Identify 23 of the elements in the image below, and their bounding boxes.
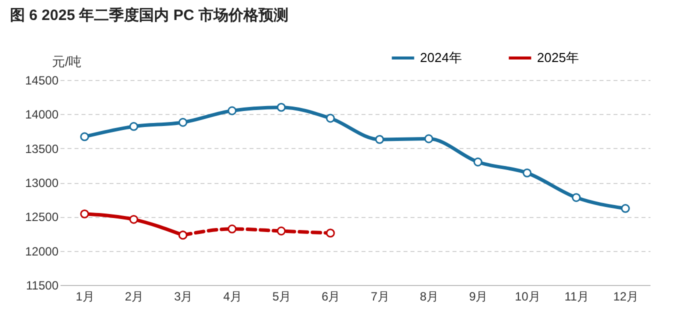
y-tick-label: 11500 [26,278,59,292]
x-tick-label: 3月 [174,290,193,304]
x-tick-label: 9月 [469,290,488,304]
y-tick-label: 13000 [25,176,59,190]
y-tick-label: 12500 [25,210,59,224]
legend-label: 2025年 [537,50,579,65]
x-tick-label: 5月 [272,290,292,304]
y-tick-label: 12000 [25,244,59,258]
x-tick-label: 8月 [420,290,439,304]
x-tick-label: 2月 [124,290,144,304]
x-tick-label: 11月 [564,290,589,304]
x-tick-label: 10月 [514,290,540,304]
legend-label: 2024年 [420,50,462,65]
y-tick-label: 13500 [25,142,59,156]
y-axis-title: 元/吨 [52,54,82,69]
x-tick-label: 1月 [76,290,94,304]
x-tick-label: 7月 [370,290,390,304]
x-tick-label: 4月 [223,290,242,304]
y-tick-label: 14500 [25,74,59,88]
x-tick-label: 6月 [322,290,340,304]
y-tick-label: 14000 [25,108,59,122]
chart-title: 图 6 2025 年二季度国内 PC 市场价格预测 [10,6,288,24]
x-tick-label: 12月 [613,290,639,304]
